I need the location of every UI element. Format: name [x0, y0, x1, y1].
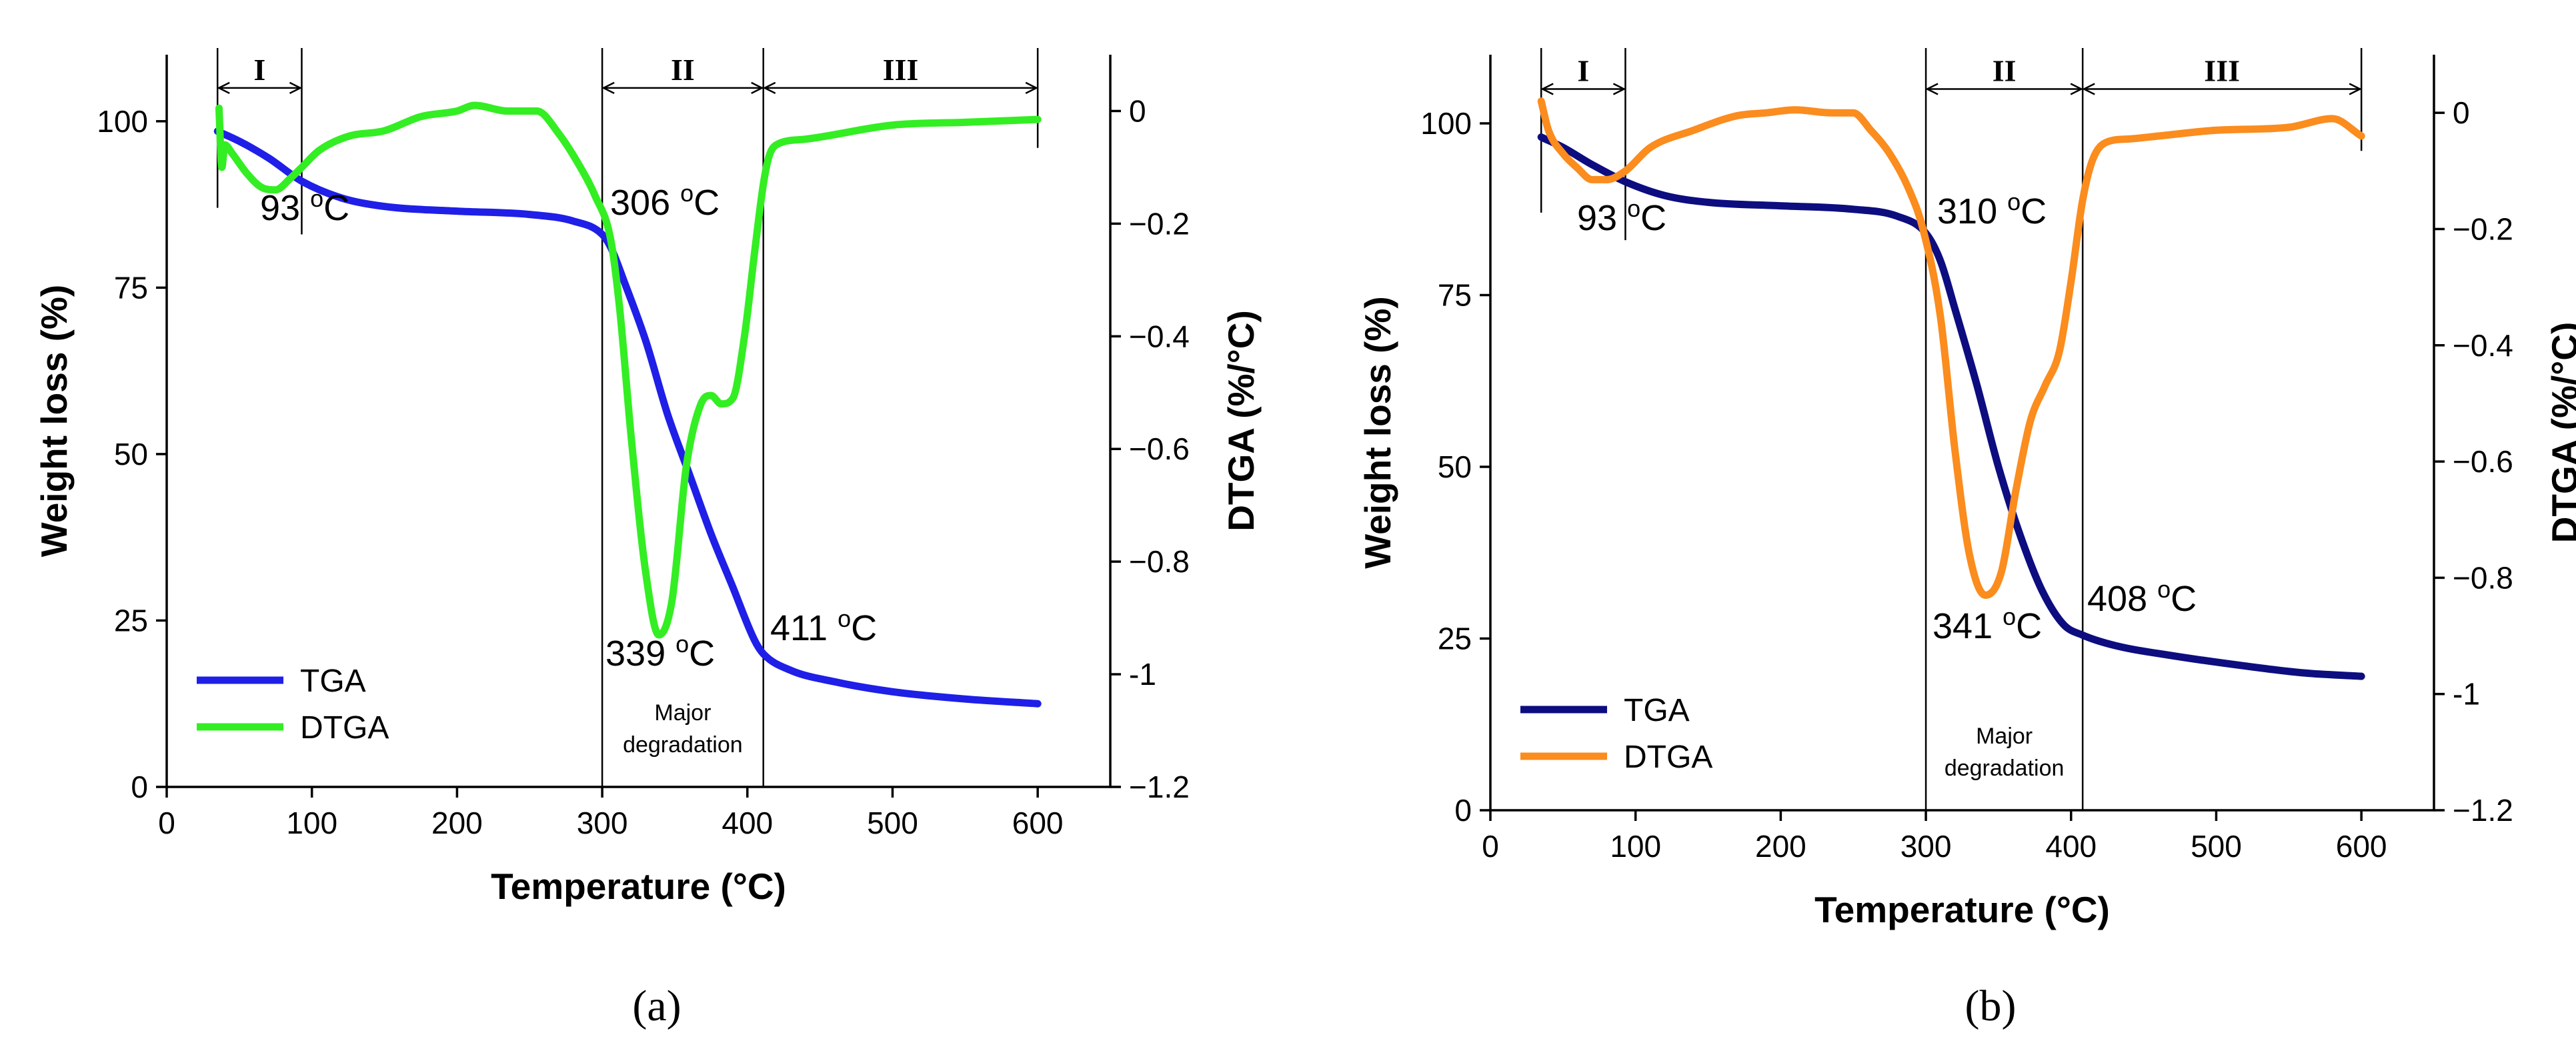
axes-frame [1489, 55, 2435, 812]
y2-axis-title: DTGA (%/°C) [2544, 322, 2576, 544]
region-arrowhead-right [2349, 83, 2362, 95]
major-degradation-note: degradation [623, 732, 743, 758]
x-tick-label: 100 [286, 806, 337, 840]
region-label-II: II [1993, 54, 2017, 88]
x-tick-label: 0 [1482, 829, 1499, 864]
annotation-endset: 411 oC [770, 605, 877, 648]
series-line-tga [213, 127, 1042, 708]
x-tick-label: 300 [1900, 829, 1952, 864]
annotation-endset: 408 oC [2087, 576, 2197, 619]
y-tick-label: 50 [114, 437, 148, 471]
y2-tick-label: −1.2 [2453, 793, 2513, 828]
region-arrowhead-right [1025, 81, 1038, 95]
legend-label-dtga: DTGA [300, 710, 389, 746]
y2-tick-label: -1 [1129, 657, 1156, 692]
panel-label: (b) [1965, 982, 2017, 1030]
axes-frame [165, 55, 1112, 788]
region-arrowhead-right [289, 81, 303, 95]
x-tick-label: 100 [1610, 829, 1661, 864]
annotation-peak1: 93 oC [1577, 195, 1666, 238]
y-tick-label: 25 [114, 603, 148, 638]
annotation-onset: 306 oC [610, 179, 720, 223]
y2-tick-label: −0.2 [1129, 206, 1190, 241]
y2-tick-label: −1.2 [1129, 770, 1190, 804]
annotation-peak2: 341 oC [1933, 603, 2042, 646]
x-tick-label: 400 [2045, 829, 2097, 864]
y-tick-label: 0 [1454, 793, 1472, 828]
annotation-peak2: 339 oC [605, 630, 715, 674]
x-tick-label: 200 [1755, 829, 1806, 864]
y-tick-label: 75 [114, 270, 148, 305]
y-tick-label: 75 [1438, 278, 1472, 313]
y-tick-label: 100 [97, 104, 148, 139]
region-label-I: I [1577, 54, 1589, 88]
y2-tick-label: −0.6 [1129, 431, 1190, 466]
series-line-tga [1537, 133, 2365, 680]
y2-tick-label: 0 [1129, 93, 1146, 128]
y2-tick-label: −0.2 [2453, 211, 2513, 246]
y-tick-label: 50 [1438, 449, 1472, 484]
y2-tick-label: -1 [2453, 677, 2480, 712]
legend-label-tga: TGA [300, 664, 366, 699]
y-tick-label: 100 [1420, 106, 1472, 141]
y-axis-title: Weight loss (%) [33, 285, 75, 557]
y-axis-title: Weight loss (%) [1357, 296, 1398, 568]
region-label-III: III [2204, 54, 2240, 88]
y2-tick-label: −0.4 [2453, 328, 2513, 363]
y2-axis-title: DTGA (%/°C) [1220, 310, 1262, 532]
region-arrowhead-left [762, 81, 776, 95]
series-line-dtga [1537, 97, 2365, 599]
region-arrowhead-right [1612, 83, 1626, 95]
annotation-peak1: 93 oC [260, 185, 349, 228]
y2-tick-label: −0.8 [2453, 560, 2513, 595]
region-arrowhead-right [751, 81, 764, 95]
y2-tick-label: −0.6 [2453, 444, 2513, 479]
x-tick-label: 600 [2336, 829, 2387, 864]
series-line-dtga [215, 101, 1042, 639]
region-label-III: III [883, 53, 919, 87]
region-label-I: I [253, 53, 265, 87]
chart-panel-a: 0 100 200 300 400 500 600 0 25 50 75 100 0 −0.2 −0.4 −0… [33, 48, 1262, 1030]
region-arrowhead-left [217, 81, 230, 95]
x-tick-label: 200 [431, 806, 483, 840]
y2-tick-label: 0 [2453, 95, 2470, 130]
region-label-II: II [671, 53, 695, 87]
major-degradation-note: Major [654, 700, 711, 726]
major-degradation-note: Major [1976, 724, 2033, 749]
x-axis-title: Temperature (°C) [491, 866, 786, 907]
region-arrowhead-left [2082, 83, 2095, 95]
region-arrowhead-right [2070, 83, 2083, 95]
major-degradation-note: degradation [1945, 756, 2065, 781]
x-axis-title: Temperature (°C) [1814, 889, 2110, 930]
y2-tick-label: −0.8 [1129, 544, 1190, 579]
x-tick-label: 300 [577, 806, 628, 840]
y2-tick-label: −0.4 [1129, 319, 1190, 353]
x-tick-label: 0 [158, 806, 175, 840]
panel-label: (a) [632, 982, 681, 1030]
x-tick-label: 500 [2191, 829, 2242, 864]
x-tick-label: 400 [722, 806, 773, 840]
annotation-onset: 310 oC [1937, 188, 2047, 231]
y-tick-label: 25 [1438, 622, 1472, 656]
chart-panel-b: 0 100 200 300 400 500 600 0 25 50 75 100 0 −0.2 −0.4 −0… [1357, 48, 2576, 1030]
region-arrowhead-left [601, 81, 615, 95]
legend-label-dtga: DTGA [1624, 740, 1712, 775]
region-arrowhead-left [1925, 83, 1939, 95]
y-tick-label: 0 [131, 770, 148, 804]
x-tick-label: 600 [1012, 806, 1064, 840]
x-tick-label: 500 [867, 806, 918, 840]
region-arrowhead-left [1540, 83, 1554, 95]
legend-label-tga: TGA [1624, 693, 1690, 728]
